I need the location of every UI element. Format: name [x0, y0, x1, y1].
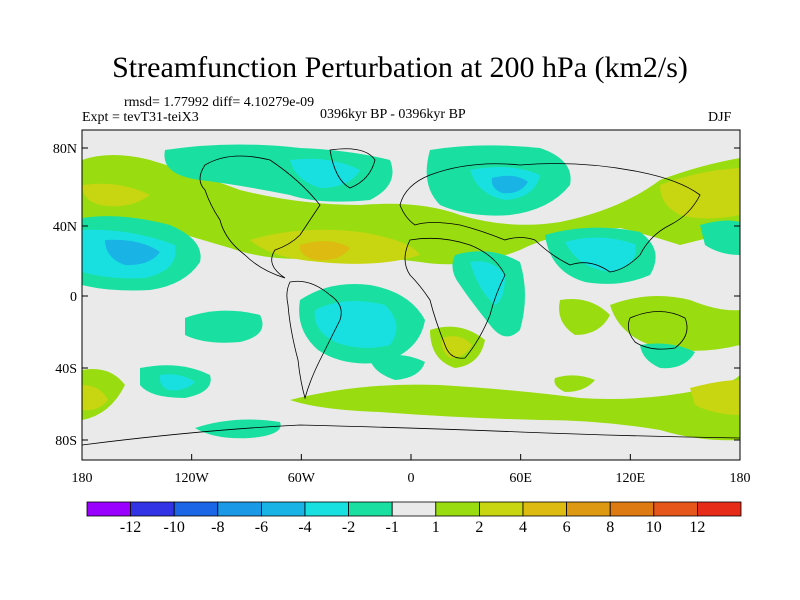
field-region-pos-indian-ocean: [559, 299, 610, 335]
colorbar-swatch: [391, 501, 437, 517]
lat-tick-label: 40S: [55, 362, 77, 377]
colorbar-label: -8: [211, 519, 224, 536]
lat-tick-label: 0: [70, 290, 77, 305]
colorbar-swatch: [260, 501, 306, 517]
colorbar-label: -4: [298, 519, 311, 536]
africa-coast: [404, 237, 506, 359]
field-region-neg-greenland: [164, 144, 393, 202]
colorbar-swatch: [653, 501, 698, 517]
field-region-neg-greenland-core: [290, 158, 360, 188]
coastlines: [82, 148, 740, 446]
experiment-label: Expt = tevT31-teiX3: [82, 110, 199, 125]
lon-tick-label: 120E: [616, 471, 646, 486]
colorbar-swatch: [130, 501, 175, 517]
eurasia-coast: [399, 163, 701, 273]
field-region-neg-ne-pacific: [700, 220, 740, 255]
lon-tick-label: 0: [408, 471, 415, 486]
longitude-axis: 180 120W 60W 0 60E 120E 180: [72, 454, 751, 486]
field-region-pos-southern-ocean-core: [82, 385, 108, 411]
colorbar-label: 12: [689, 519, 705, 536]
lat-tick-label: 80S: [55, 434, 77, 449]
colorbar-label: 6: [563, 519, 571, 536]
field-region-neg-southern-pacific-core: [159, 374, 195, 391]
period-label: 0396kyr BP - 0396kyr BP: [320, 107, 466, 122]
colorbar-swatch: [217, 501, 262, 517]
field-region-pos-n-pacific-core: [82, 183, 150, 207]
field-region-neg-south-atlantic-core: [314, 301, 397, 348]
plot-title: Streamfunction Perturbation at 200 hPa (…: [112, 51, 688, 84]
field-region-neg-south-asia-core: [565, 237, 636, 272]
colorbar-label: -6: [255, 519, 268, 536]
colorbar-label: 10: [646, 519, 662, 536]
colorbar-label: -2: [342, 519, 355, 536]
lat-tick-label: 40N: [53, 220, 77, 235]
lat-tick-label: 80N: [53, 142, 77, 157]
antarctica-coast: [82, 424, 740, 446]
lon-tick-label: 180: [72, 471, 93, 486]
field-region-pos-antarctic-core: [690, 380, 740, 415]
north-america-coast: [199, 155, 321, 279]
colorbar-label: 4: [519, 519, 527, 536]
colorbar-label: -12: [120, 519, 141, 536]
colorbar-swatch: [348, 501, 393, 517]
field-region-neg-south-pacific: [185, 310, 263, 343]
contour-field: [82, 130, 740, 460]
colorbar-swatch: [435, 501, 480, 517]
colorbar: -12 -10 -8 -6 -4 -2 -1 1 2 4 6 8 10 12: [86, 501, 742, 536]
colorbar-swatch: [478, 501, 524, 517]
lon-tick-label: 120W: [175, 471, 210, 486]
colorbar-label: 1: [432, 519, 440, 536]
australia-coast: [627, 311, 688, 350]
colorbar-swatch: [86, 501, 131, 517]
lon-tick-label: 60E: [509, 471, 532, 486]
field-region-neg-eurasia-peak: [491, 175, 528, 194]
colorbar-label: 8: [606, 519, 614, 536]
colorbar-swatch: [566, 501, 611, 517]
lon-tick-label: 60W: [288, 471, 316, 486]
colorbar-label: -1: [386, 519, 399, 536]
field-region-pos-south-indian: [554, 375, 595, 392]
greenland-coast: [329, 148, 376, 189]
colorbar-label: 2: [475, 519, 483, 536]
colorbar-label: -10: [164, 519, 185, 536]
field-region-neg-antarctic-east: [640, 343, 695, 369]
rmsd-diff-stats: rmsd= 1.77992 diff= 4.10279e-09: [124, 95, 315, 110]
colorbar-swatch: [304, 501, 349, 517]
colorbar-swatch: [173, 501, 219, 517]
season-label: DJF: [708, 110, 732, 125]
field-region-pos-north-pacific: [82, 155, 740, 265]
colorbar-swatch: [697, 501, 742, 517]
field-region-neg-southern-atlantic: [370, 354, 425, 380]
field-region-pos-east-asia: [660, 168, 740, 219]
colorbar-swatch: [522, 501, 567, 517]
colorbar-swatch: [609, 501, 655, 517]
field-region-neg-pacific-peak: [105, 239, 160, 266]
south-america-coast: [286, 280, 342, 400]
latitude-axis: 80N 40N 0 40S 80S: [53, 142, 740, 449]
field-region-pos-antarctic-band: [290, 375, 740, 441]
lon-tick-label: 180: [730, 471, 751, 486]
field-region-pos-atlantic-peak: [299, 241, 350, 261]
field-region-pos-australia: [610, 296, 740, 351]
